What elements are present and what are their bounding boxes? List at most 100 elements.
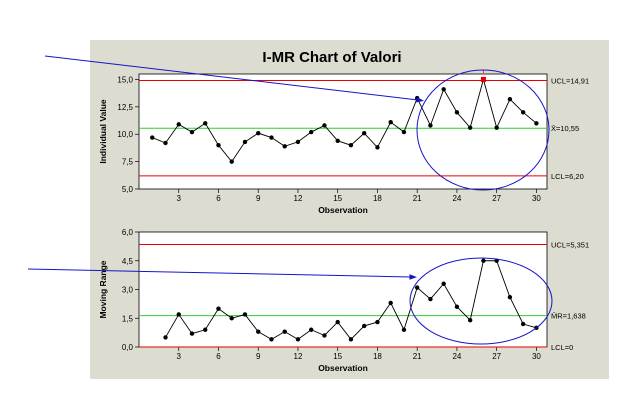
x-tick-label: 18 xyxy=(373,194,382,203)
y-tick-label: 10,0 xyxy=(117,130,133,139)
x-tick-label: 6 xyxy=(216,352,221,361)
plot-area xyxy=(138,231,548,348)
data-point xyxy=(335,138,340,144)
x-tick-label: 18 xyxy=(373,352,382,361)
data-point xyxy=(428,296,433,302)
data-point xyxy=(520,321,526,327)
data-point xyxy=(322,333,327,338)
data-point xyxy=(388,119,393,125)
data-point xyxy=(295,139,301,145)
annotation-circle xyxy=(416,69,550,191)
x-tick-label: 12 xyxy=(294,194,303,203)
y-axis-label: Individual Value xyxy=(98,99,108,164)
y-tick-label: 3,0 xyxy=(122,286,134,295)
flag-label: 1 xyxy=(481,69,485,76)
moving-range-chart: 0,0 1,5 3,0 4,5 6,0 3 6 9 12 15 18 21 24 27 30 UCL=5,35… xyxy=(27,228,589,373)
x-tick-label: 3 xyxy=(177,194,182,203)
x-axis-label: Observation xyxy=(318,363,368,373)
ucl-label: UCL=5,351 xyxy=(551,240,589,249)
y-tick-label: 5,0 xyxy=(122,185,134,194)
x-tick-label: 3 xyxy=(177,352,182,361)
data-point xyxy=(520,110,526,115)
data-point xyxy=(494,258,499,263)
data-point xyxy=(441,281,446,286)
data-point xyxy=(203,327,208,332)
y-axis-label: Moving Range xyxy=(98,260,108,318)
x-tick-label: 30 xyxy=(532,352,541,361)
x-tick-label: 30 xyxy=(532,194,541,203)
y-tick-label: 15,0 xyxy=(117,75,133,84)
x-tick-label: 24 xyxy=(452,352,461,361)
data-point xyxy=(322,123,327,128)
data-point xyxy=(401,129,407,135)
data-point xyxy=(481,258,486,263)
y-tick-label: 12,5 xyxy=(117,103,133,112)
data-point xyxy=(242,139,248,145)
y-tick-label: 1,5 xyxy=(122,314,134,323)
data-point xyxy=(256,130,261,136)
data-point xyxy=(163,140,168,146)
annotation-arrowhead xyxy=(409,274,417,280)
data-point xyxy=(229,159,234,164)
data-point xyxy=(454,304,460,309)
annotation-circle xyxy=(409,257,553,345)
x-tick-label: 27 xyxy=(492,194,501,203)
data-point xyxy=(361,323,367,329)
data-point xyxy=(309,129,314,135)
annotation-arrow xyxy=(27,268,412,278)
data-point xyxy=(282,329,287,334)
x-tick-label: 9 xyxy=(256,194,261,203)
data-point xyxy=(428,123,433,128)
x-tick-label: 24 xyxy=(452,194,461,203)
x-tick-label: 15 xyxy=(333,352,342,361)
center-label: X̄=10,55 xyxy=(551,124,579,133)
chart-title: I-MR Chart of Valori xyxy=(262,49,401,66)
y-tick-label: 0,0 xyxy=(122,343,134,352)
data-point xyxy=(441,87,446,92)
data-point xyxy=(282,144,287,149)
data-point xyxy=(454,110,460,115)
data-point xyxy=(163,335,168,340)
data-point xyxy=(176,312,181,317)
data-point xyxy=(388,300,393,306)
annotation-arrowhead xyxy=(416,97,424,103)
x-tick-label: 9 xyxy=(256,352,261,361)
data-point xyxy=(348,142,354,148)
data-point xyxy=(361,130,367,136)
x-tick-label: 21 xyxy=(413,352,422,361)
data-point xyxy=(534,121,539,126)
data-point xyxy=(467,317,473,323)
x-tick-label: 27 xyxy=(492,352,501,361)
data-point xyxy=(216,142,221,148)
y-tick-label: 6,0 xyxy=(122,228,134,237)
data-point xyxy=(150,135,155,140)
data-point xyxy=(335,319,340,325)
x-axis-label: Observation xyxy=(318,205,368,215)
data-point xyxy=(507,96,513,102)
data-point xyxy=(216,306,221,311)
data-point xyxy=(269,135,274,140)
x-tick-label: 12 xyxy=(294,352,303,361)
data-point xyxy=(375,319,380,325)
data-point xyxy=(348,337,354,342)
data-point xyxy=(176,122,181,127)
x-tick-label: 6 xyxy=(216,194,221,203)
center-label: M̄R=1,638 xyxy=(551,312,586,321)
data-point xyxy=(295,337,301,342)
plot-area xyxy=(138,73,548,190)
data-point xyxy=(189,129,195,135)
data-point xyxy=(269,337,274,342)
data-point xyxy=(256,329,261,334)
data-point xyxy=(309,327,314,332)
data-point xyxy=(467,125,473,130)
y-tick-label: 4,5 xyxy=(122,257,134,266)
data-point xyxy=(242,312,248,317)
out-of-control-point xyxy=(480,76,486,82)
series-line xyxy=(152,77,537,163)
data-point xyxy=(507,294,513,300)
annotation-arrow xyxy=(44,55,419,101)
lcl-label: LCL=6,20 xyxy=(551,172,584,181)
y-tick-label: 7,5 xyxy=(122,158,134,167)
x-tick-label: 15 xyxy=(333,194,342,203)
